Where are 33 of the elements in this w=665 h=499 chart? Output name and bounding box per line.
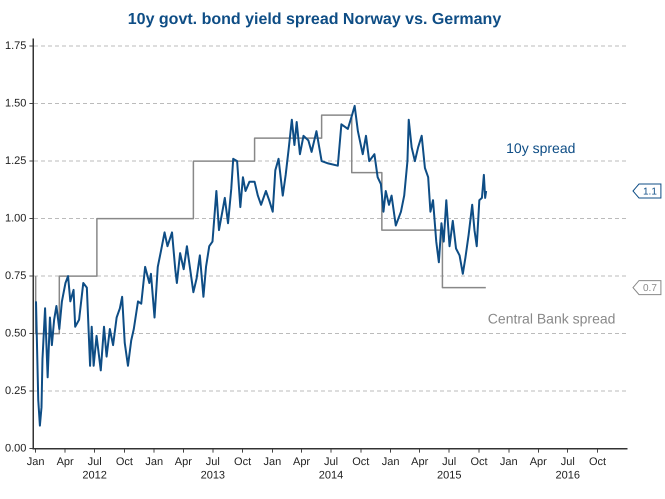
y-tick-label: 0.25 (4, 385, 26, 398)
text: 0.7 (643, 282, 658, 294)
y-tick-label: 0.00 (4, 442, 26, 455)
x-tick-label: Apr (292, 456, 310, 468)
x-tick-label: Apr (530, 456, 548, 468)
x-tick-label: Jul 2016 (555, 456, 580, 482)
x-tick-label: Jan (500, 456, 518, 468)
x-tick-label: Jan (145, 456, 164, 468)
y-tick-label: 1.00 (4, 212, 26, 225)
x-tick-label: Oct (588, 456, 606, 468)
y-tick-label: 0.50 (4, 328, 26, 340)
x-tick-label: Oct (234, 456, 252, 468)
x-tick-label: Jan (26, 456, 45, 468)
x-tick-label: Jan (264, 456, 282, 468)
y-tick-label: 1.25 (4, 155, 26, 168)
x-tick-label: Oct (352, 456, 370, 468)
x-tick-label: Apr (56, 456, 74, 468)
x-tick-label: Jul 2014 (318, 456, 344, 482)
chart-title: 10y govt. bond yield spread Norway vs. Germany (128, 11, 502, 28)
y-tick-label: 0.75 (4, 270, 26, 282)
x-tick-label: Oct (470, 456, 488, 468)
y-tick-label: 1.50 (4, 98, 26, 110)
x-tick-label: Apr (411, 456, 429, 468)
text: 10y spread (506, 140, 576, 156)
text: 1.1 (643, 186, 658, 198)
y-tick-label: 1.75 (4, 40, 26, 52)
x-tick-label: Oct (116, 456, 133, 468)
x-tick-label: Jul 2013 (200, 456, 226, 482)
x-tick-label: Apr (174, 456, 192, 468)
x-tick-label: Jul 2015 (436, 456, 462, 482)
x-tick-label: Jul 2012 (82, 456, 107, 482)
x-tick-label: Jan (382, 456, 400, 468)
series-label: Central Bank spread (488, 310, 616, 326)
